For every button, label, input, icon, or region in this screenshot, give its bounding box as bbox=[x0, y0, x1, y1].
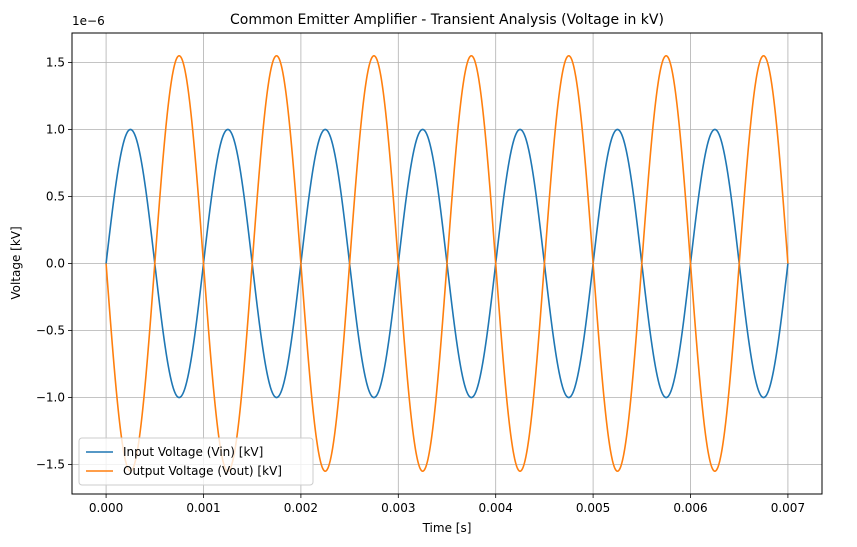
y-tick-label: 1.0 bbox=[46, 122, 65, 136]
x-axis: 0.000 0.001 0.002 0.003 0.004 0.005 0.006 0.007 bbox=[89, 494, 805, 515]
x-tick-label: 0.006 bbox=[673, 501, 707, 515]
y-tick-label: 0.5 bbox=[46, 189, 65, 203]
y-offset-text: 1e−6 bbox=[72, 14, 105, 28]
y-tick-label: −1.0 bbox=[36, 391, 65, 405]
y-tick-label: −0.5 bbox=[36, 324, 65, 338]
y-axis: −1.5 −1.0 −0.5 0.0 0.5 1.0 1.5 bbox=[36, 55, 72, 472]
y-axis-label: Voltage [kV] bbox=[9, 226, 23, 299]
x-axis-label: Time [s] bbox=[422, 521, 472, 535]
legend: Input Voltage (Vin) [kV] Output Voltage … bbox=[78, 437, 314, 486]
y-tick-label: −1.5 bbox=[36, 458, 65, 472]
legend-label-input: Input Voltage (Vin) [kV] bbox=[123, 445, 263, 459]
x-tick-label: 0.003 bbox=[381, 501, 415, 515]
x-tick-label: 0.000 bbox=[89, 501, 123, 515]
x-tick-label: 0.001 bbox=[186, 501, 220, 515]
chart-title: Common Emitter Amplifier - Transient Ana… bbox=[230, 12, 664, 28]
y-tick-label: 1.5 bbox=[46, 55, 65, 69]
legend-label-output: Output Voltage (Vout) [kV] bbox=[123, 464, 282, 478]
x-tick-label: 0.004 bbox=[479, 501, 513, 515]
x-tick-label: 0.007 bbox=[771, 501, 805, 515]
x-tick-label: 0.002 bbox=[284, 501, 318, 515]
x-tick-label: 0.005 bbox=[576, 501, 610, 515]
y-tick-label: 0.0 bbox=[46, 257, 65, 271]
legend-box bbox=[78, 437, 314, 486]
